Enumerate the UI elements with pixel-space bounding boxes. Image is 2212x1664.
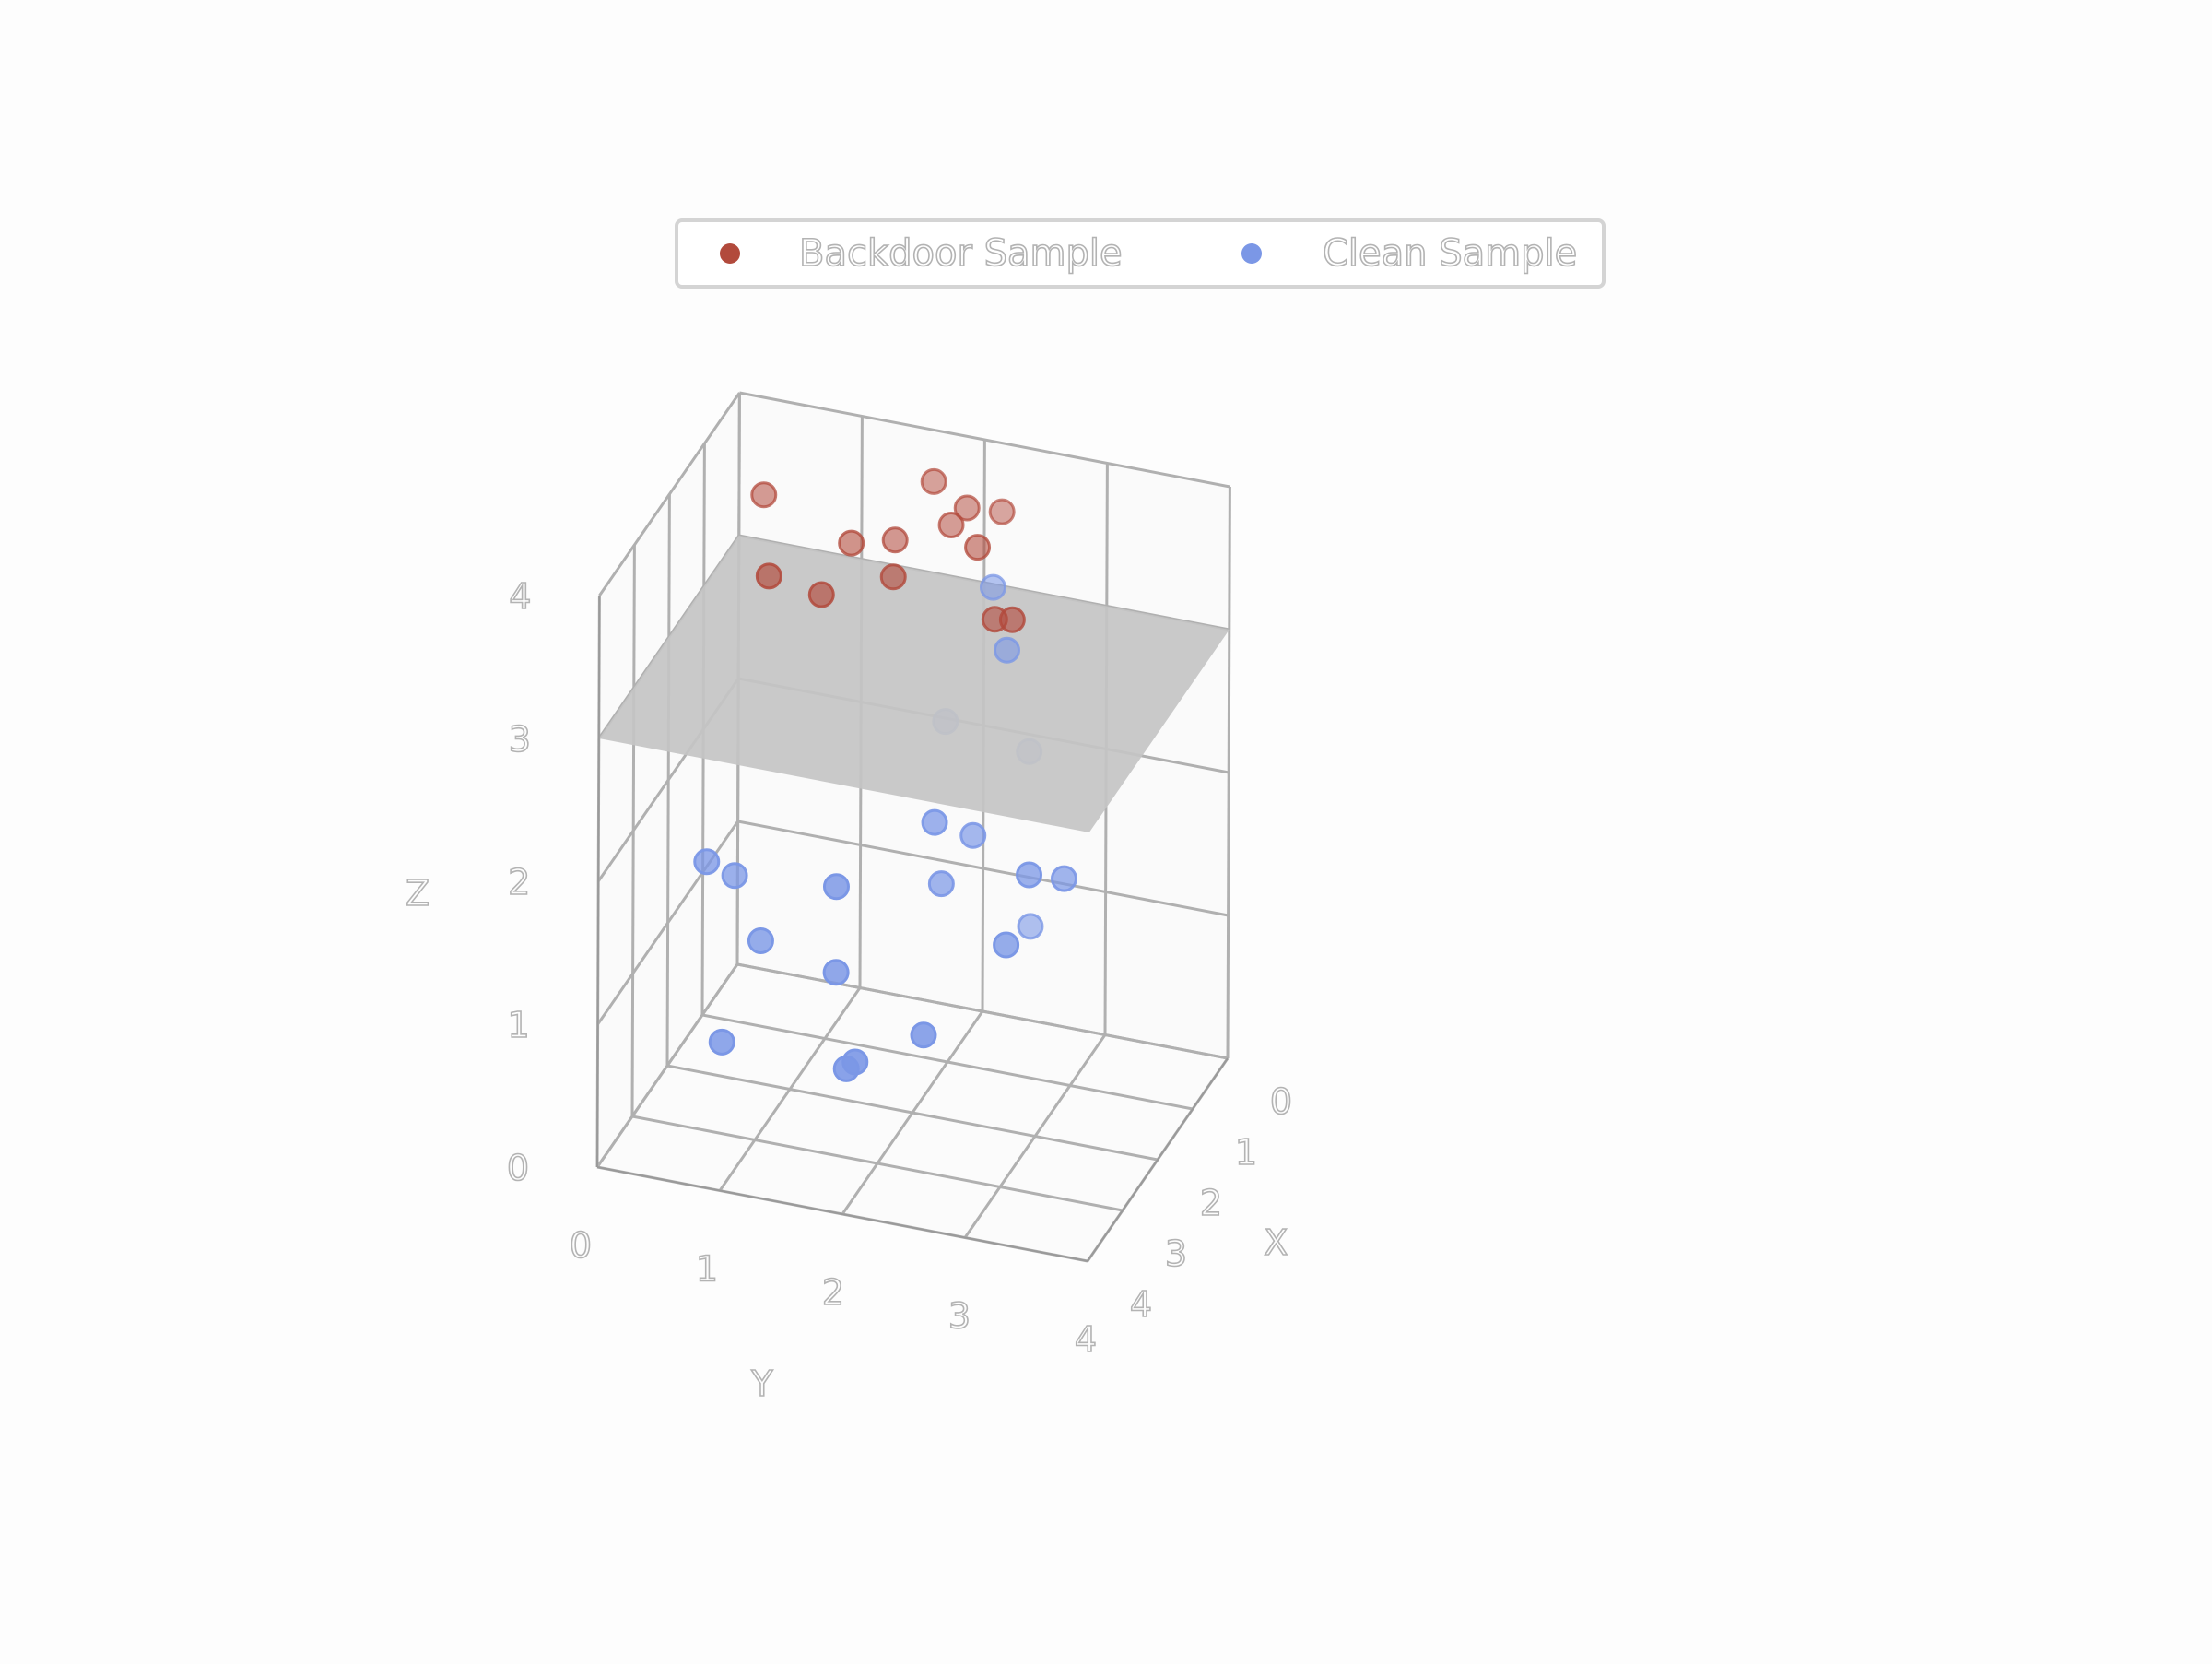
legend-label-backdoor: Backdoor Sample: [799, 232, 1123, 275]
point-clean: [822, 873, 850, 901]
x-tick-label: 2: [1200, 1183, 1222, 1223]
axis-line-y: [596, 1166, 1088, 1262]
z-tick-label: 2: [508, 862, 530, 903]
point-clean: [1017, 913, 1044, 940]
axis-lines: [596, 595, 1229, 1262]
point-backdoor: [881, 526, 909, 554]
point-backdoor: [988, 498, 1016, 525]
point-clean: [693, 848, 721, 876]
point-clean: [959, 821, 987, 849]
point-backdoor: [807, 581, 835, 608]
decision-plane-surface: [598, 536, 1230, 832]
point-clean: [921, 808, 948, 836]
axis-panes: [597, 393, 1230, 1261]
gridline-back-y: [1226, 486, 1231, 1059]
z-tick-label: 0: [507, 1148, 529, 1188]
point-backdoor: [755, 562, 782, 590]
legend-swatch-backdoor: [720, 243, 740, 264]
point-clean: [708, 1028, 735, 1056]
x-tick-label: 4: [1130, 1284, 1152, 1325]
x-tick-label: 0: [1270, 1081, 1292, 1122]
point-clean: [927, 870, 955, 898]
point-backdoor: [964, 534, 992, 561]
legend: Backdoor Sample Clean Sample: [675, 218, 1606, 289]
x-tick-label: 3: [1165, 1233, 1187, 1274]
point-clean: [910, 1021, 937, 1049]
decision-plane: [598, 536, 1230, 832]
y-tick-label: 2: [822, 1272, 844, 1313]
y-tick-label: 0: [570, 1225, 592, 1266]
x-axis-label: X: [1264, 1222, 1288, 1263]
axis-line-x: [1087, 1057, 1229, 1262]
axis-line-z: [596, 595, 601, 1168]
legend-swatch-clean: [1241, 243, 1262, 264]
point-clean: [1016, 861, 1043, 889]
z-tick-label: 1: [508, 1005, 530, 1045]
gridline-floor-x: [631, 1115, 1124, 1212]
point-backdoor: [750, 481, 778, 509]
point-clean: [841, 1048, 869, 1076]
y-tick-label: 4: [1075, 1319, 1097, 1360]
z-axis-label: Z: [406, 873, 429, 914]
point-clean: [979, 573, 1006, 601]
legend-frame: [675, 218, 1606, 289]
z-tick-label: 4: [509, 576, 531, 617]
gridline-left-x: [630, 544, 636, 1117]
point-backdoor: [879, 563, 907, 591]
gridline-floor-y: [841, 1010, 984, 1215]
point-backdoor: [937, 511, 965, 538]
gridline-left-z: [598, 392, 741, 596]
point-clean: [1050, 865, 1077, 892]
point-clean: [721, 862, 748, 890]
point-clean: [994, 636, 1020, 664]
z-tick-label: 3: [509, 719, 531, 760]
gridline-back-z: [739, 391, 1230, 489]
legend-label-clean: Clean Sample: [1323, 232, 1577, 275]
points-above-plane: [750, 467, 1026, 664]
y-axis-label: Y: [750, 1363, 773, 1404]
point-backdoor: [838, 529, 865, 557]
point-backdoor: [920, 467, 947, 495]
point-clean: [822, 959, 850, 986]
y-tick-label: 3: [948, 1296, 971, 1337]
y-tick-label: 1: [696, 1249, 718, 1290]
point-clean: [993, 931, 1020, 959]
point-backdoor: [953, 494, 981, 522]
point-backdoor: [981, 606, 1008, 633]
gridline-floor-y: [963, 1033, 1107, 1239]
point-clean: [747, 926, 774, 954]
x-tick-label: 1: [1235, 1132, 1257, 1173]
